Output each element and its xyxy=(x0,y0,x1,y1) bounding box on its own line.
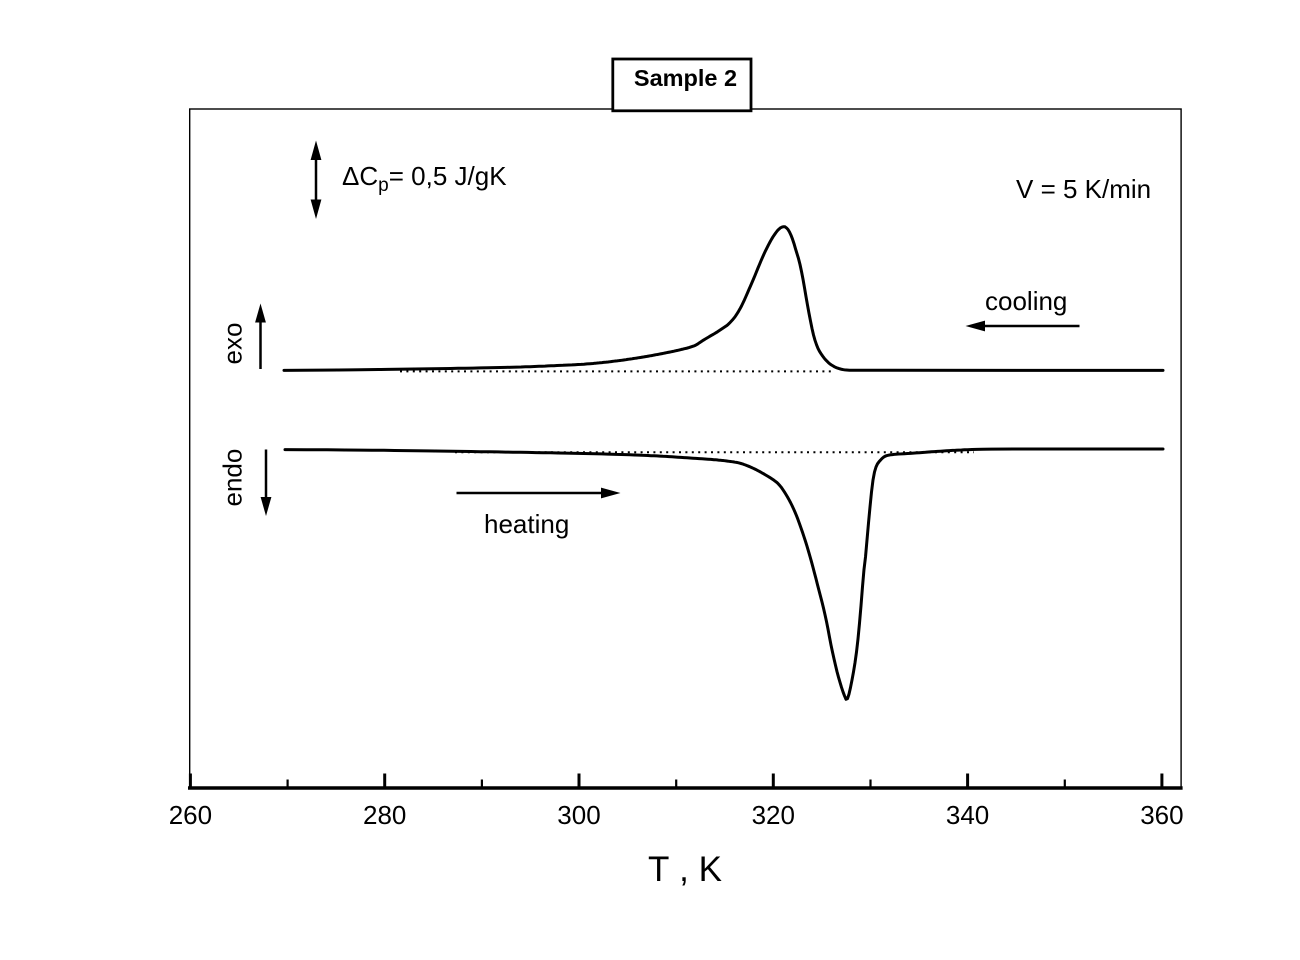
svg-text:T , K: T , K xyxy=(648,850,722,889)
svg-text:340: 340 xyxy=(946,800,989,830)
svg-text:280: 280 xyxy=(363,800,406,830)
svg-text:endo: endo xyxy=(218,449,248,507)
svg-text:360: 360 xyxy=(1140,800,1183,830)
svg-text:Sample 2: Sample 2 xyxy=(634,65,737,91)
svg-text:cooling: cooling xyxy=(985,286,1067,316)
svg-text:320: 320 xyxy=(752,800,795,830)
svg-text:ΔCp= 0,5 J/gK: ΔCp= 0,5 J/gK xyxy=(342,161,507,196)
svg-text:V = 5 K/min: V = 5 K/min xyxy=(1016,174,1151,204)
svg-text:260: 260 xyxy=(169,800,212,830)
svg-text:exo: exo xyxy=(218,323,248,365)
svg-text:heating: heating xyxy=(484,509,569,539)
svg-text:300: 300 xyxy=(557,800,600,830)
